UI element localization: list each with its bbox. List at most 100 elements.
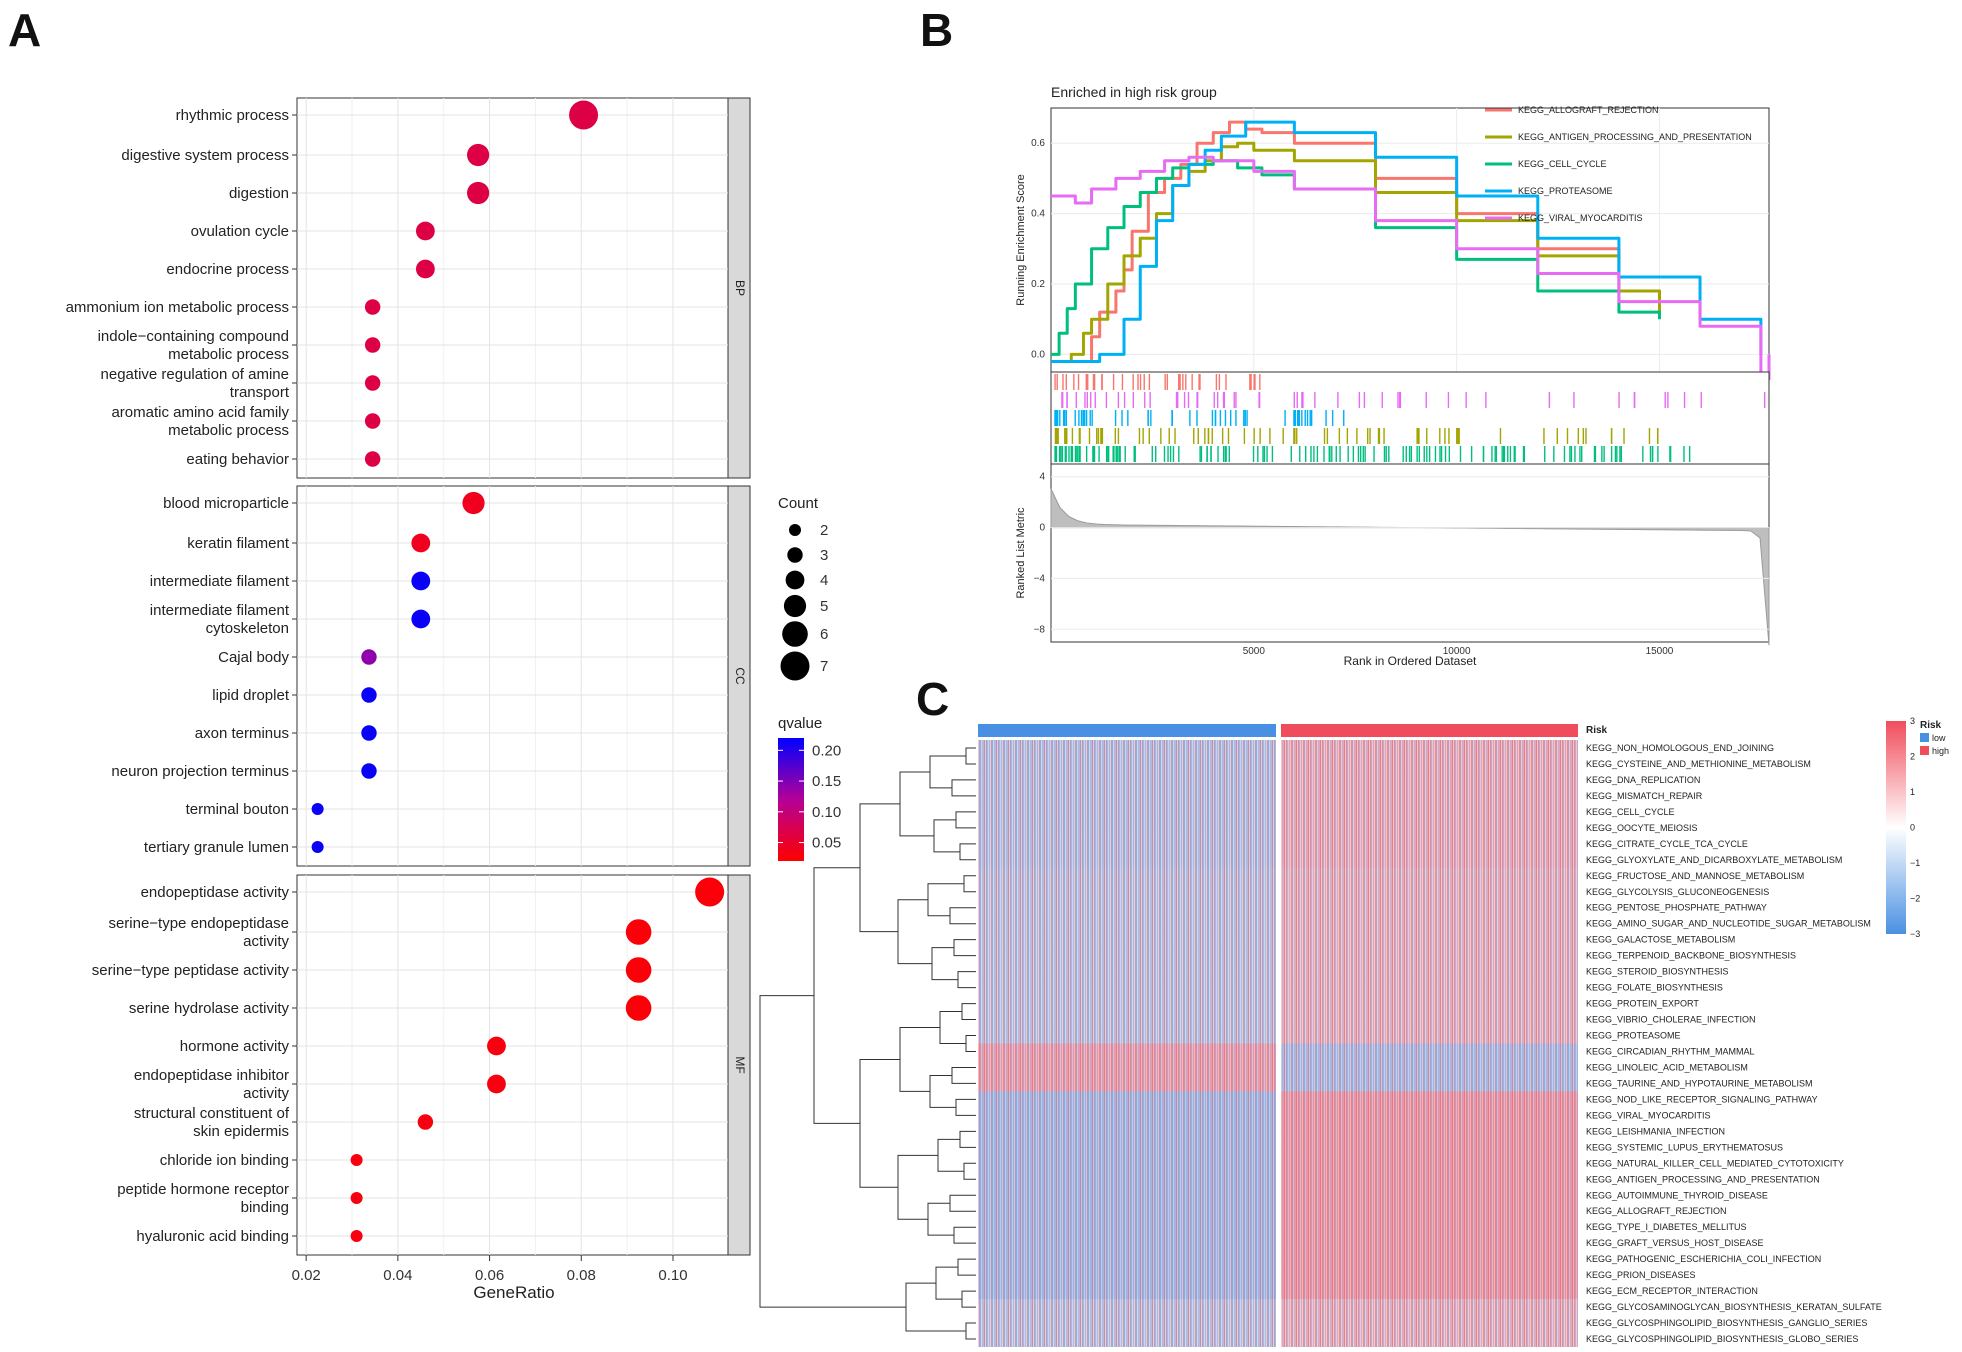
heatmap-row-high	[1281, 1075, 1578, 1092]
es-line	[1051, 155, 1771, 381]
heatmap-row-low	[978, 867, 1276, 884]
term-dot	[415, 221, 435, 241]
row-label: KEGG_VIBRIO_CHOLERAE_INFECTION	[1586, 1015, 1756, 1025]
dendro-link	[951, 779, 976, 797]
dendro-link	[859, 1058, 900, 1188]
dendro-link	[929, 755, 966, 789]
term-dot	[625, 995, 652, 1021]
count-legend-label: 6	[820, 626, 828, 643]
heatmap-row-high	[1281, 787, 1578, 804]
es-line	[1051, 141, 1661, 363]
gsea-x-tick-label: 15000	[1646, 646, 1674, 657]
annotation-high	[1281, 724, 1578, 737]
qvalue-legend: qvalue 0.20 0.15 0.10 0.05	[778, 715, 841, 861]
heatmap-row-low	[978, 1139, 1276, 1156]
row-dendrogram	[759, 747, 976, 1340]
count-legend-label: 2	[820, 522, 828, 539]
term-dot	[411, 609, 431, 629]
heatmap-row-low	[978, 931, 1276, 948]
term-dot	[467, 181, 490, 205]
scale-tick-label: −1	[1910, 858, 1920, 868]
heatmap-row-low	[978, 915, 1276, 932]
row-label: KEGG_VIRAL_MYOCARDITIS	[1586, 1110, 1711, 1120]
heatmap-row-low	[978, 1203, 1276, 1220]
es-y-tick-label: 0.0	[1031, 349, 1045, 360]
heatmap-row-high	[1281, 1155, 1578, 1172]
dendro-link	[899, 1027, 940, 1092]
legend-label: KEGG_ALLOGRAFT_REJECTION	[1518, 105, 1659, 115]
heatmap-row-high	[1281, 851, 1578, 868]
count-legend-label: 5	[820, 598, 828, 615]
row-label: KEGG_SYSTEMIC_LUPUS_ERYTHEMATOSUS	[1586, 1142, 1783, 1152]
heatmap-row-low	[978, 1171, 1276, 1188]
scale-tick-label: −2	[1910, 894, 1920, 904]
gsea-es-panel	[1050, 107, 1770, 373]
legend-label: KEGG_CELL_CYCLE	[1518, 159, 1607, 169]
dendro-link	[961, 1290, 976, 1308]
row-label: KEGG_CYSTEINE_AND_METHIONINE_METABOLISM	[1586, 759, 1811, 769]
scale-tick-label: 0	[1910, 823, 1915, 833]
gsea-x-axis: 5000 10000 15000	[1243, 646, 1674, 657]
dendro-link	[949, 1194, 976, 1212]
heatmap-row-low	[978, 979, 1276, 996]
risk-legend-title: Risk	[1920, 720, 1942, 731]
metric-y-tick-label: −8	[1034, 624, 1046, 635]
heatmap-row-low	[978, 1251, 1276, 1268]
dendro-link	[949, 907, 976, 925]
heatmap-row-low	[978, 899, 1276, 916]
heatmap-row-high	[1281, 771, 1578, 788]
row-label: KEGG_CIRCADIAN_RHYTHM_MAMMAL	[1586, 1046, 1755, 1056]
term-label-line2: transport	[230, 384, 290, 401]
term-label-line2: cytoskeleton	[206, 620, 289, 637]
heatmap-row-high	[1281, 1059, 1578, 1076]
count-legend: Count 2 3 4 5 6 7	[778, 495, 828, 681]
row-label: KEGG_GALACTOSE_METABOLISM	[1586, 935, 1735, 945]
heatmap-row-low	[978, 1331, 1276, 1347]
heatmap-row-high	[1281, 1267, 1578, 1284]
term-dot	[311, 841, 324, 853]
term-label: tertiary granule lumen	[144, 839, 289, 856]
panel-label-b: B	[920, 4, 953, 56]
heatmap-row-low	[978, 1283, 1276, 1300]
dendro-link	[953, 1226, 976, 1244]
heatmap-row-low	[978, 1027, 1276, 1044]
heatmap-row-low	[978, 771, 1276, 788]
heatmap-row-low	[978, 1219, 1276, 1236]
x-tick-label: 0.10	[658, 1267, 687, 1284]
term-dot	[417, 1114, 434, 1130]
heatmap-row-high	[1281, 947, 1578, 964]
row-label: KEGG_GLYCOSPHINGOLIPID_BIOSYNTHESIS_GANG…	[1586, 1318, 1867, 1328]
heatmap-row-high	[1281, 867, 1578, 884]
row-label: KEGG_STEROID_BIOSYNTHESIS	[1586, 967, 1729, 977]
ssgsea-heatmap: Risk KEGG_NON_HOMOLOGOUS_END_JOININGKEGG…	[759, 716, 1949, 1347]
heatmap-row-high	[1281, 979, 1578, 996]
metric-y-tick-label: 0	[1039, 523, 1045, 534]
term-label: eating behavior	[186, 451, 289, 468]
heatmap-row-low	[978, 883, 1276, 900]
term-label: aromatic amino acid family	[111, 404, 289, 421]
metric-y-tick-label: 4	[1039, 472, 1045, 483]
go-x-axis: 0.02 0.04 0.06 0.08 0.10	[292, 1255, 688, 1284]
qvalue-legend-title: qvalue	[778, 715, 822, 732]
panel-label-a: A	[8, 4, 41, 56]
term-label: neuron projection terminus	[111, 763, 289, 780]
count-legend-dot	[783, 594, 807, 618]
group-gap	[1276, 724, 1281, 1347]
es-y-tick-label: 0.6	[1031, 138, 1045, 149]
heatmap-row-low	[978, 995, 1276, 1012]
term-label: endopeptidase inhibitor	[134, 1067, 289, 1084]
annotation-low	[978, 724, 1276, 737]
gsea-x-tick-label: 5000	[1243, 646, 1266, 657]
dendro-link	[899, 771, 934, 837]
dendro-link	[961, 1003, 976, 1021]
facet-panel-mf	[296, 874, 729, 1256]
term-label: ovulation cycle	[191, 223, 289, 240]
row-label: KEGG_OOCYTE_MEIOSIS	[1586, 823, 1698, 833]
heatmap-row-low	[978, 1187, 1276, 1204]
legend-label: KEGG_VIRAL_MYOCARDITIS	[1518, 213, 1643, 223]
heatmap-row-high	[1281, 883, 1578, 900]
heatmap-row-high	[1281, 1299, 1578, 1316]
term-dot	[625, 957, 652, 983]
term-label: intermediate filament	[150, 602, 290, 619]
